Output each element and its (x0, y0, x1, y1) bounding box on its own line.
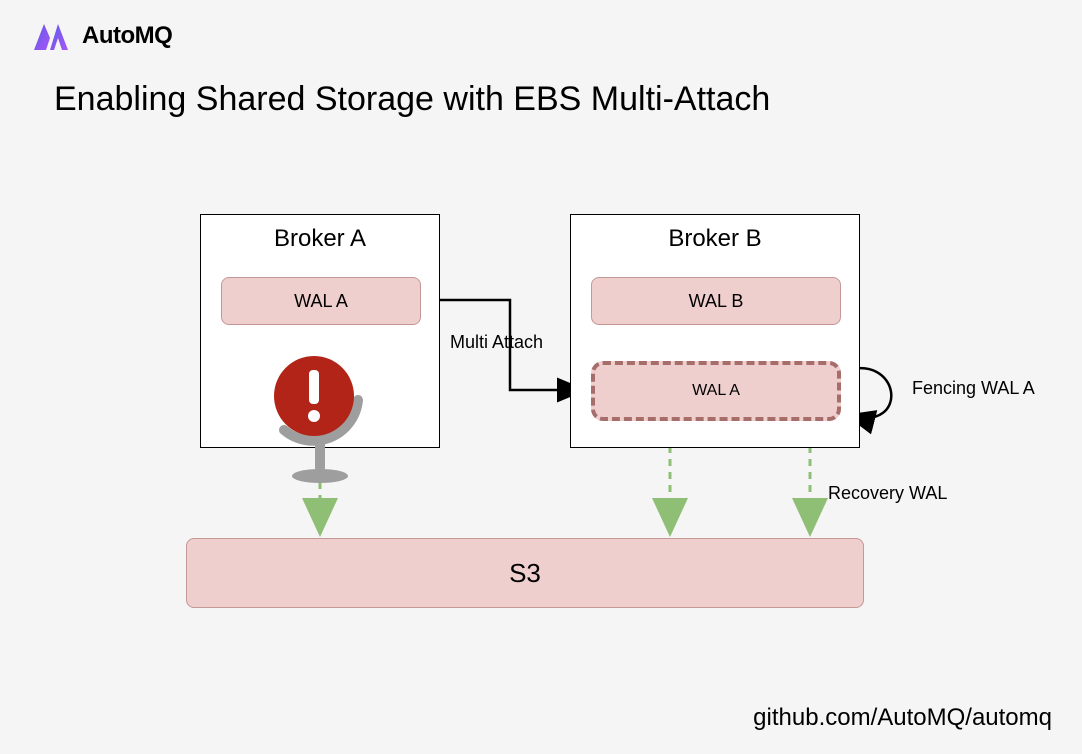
wal-b-in-broker-b: WAL B (591, 277, 841, 325)
s3-box: S3 (186, 538, 864, 608)
page-title: Enabling Shared Storage with EBS Multi-A… (54, 80, 770, 119)
wal-a-in-broker-a: WAL A (221, 277, 421, 325)
recovery-label: Recovery WAL (828, 483, 947, 504)
broker-a-title: Broker A (201, 225, 439, 253)
logo: AutoMQ (28, 18, 172, 54)
multi-attach-label: Multi Attach (450, 332, 543, 353)
broker-b-title: Broker B (571, 225, 859, 253)
fencing-label: Fencing WAL A (912, 378, 1035, 399)
wal-a-in-broker-b: WAL A (591, 361, 841, 421)
logo-icon (28, 18, 72, 54)
failure-icon (262, 340, 378, 496)
footer-link: github.com/AutoMQ/automq (753, 704, 1052, 732)
broker-b-box: Broker B WAL B WAL A (570, 214, 860, 448)
logo-text: AutoMQ (82, 22, 172, 50)
